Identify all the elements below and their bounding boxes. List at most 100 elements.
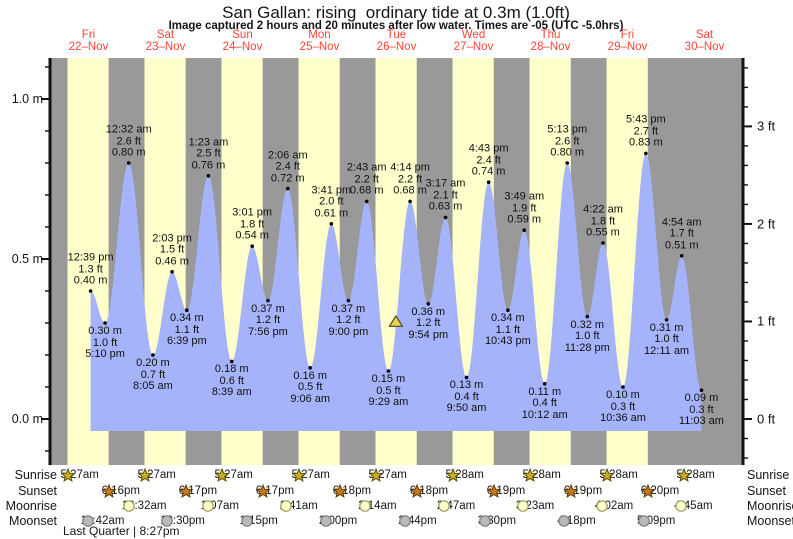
moonset-circle-icon bbox=[638, 515, 650, 527]
moonset-entry: 5:09pm bbox=[637, 514, 675, 528]
y-axis-label-ft: 0 ft bbox=[757, 411, 776, 427]
sunset-entry: 6:17pm bbox=[255, 484, 294, 498]
moon-phase-footer: Last Quarter | 8:27pm bbox=[63, 524, 180, 538]
sunrise-star-icon bbox=[368, 468, 383, 482]
tide-event-line: 0.68 m bbox=[393, 184, 427, 197]
day-label: Wed 27–Nov bbox=[454, 29, 494, 53]
tide-event-label: 2:06 am 2.4 ft 0.72 m bbox=[268, 150, 308, 185]
tide-event-label: 5:13 pm 2.6 ft 0.80 m bbox=[547, 124, 587, 160]
tide-event-line: 0.37 m bbox=[331, 302, 366, 315]
tide-point-dot bbox=[426, 302, 431, 306]
day-name: Fri bbox=[620, 29, 635, 41]
day-date: 28–Nov bbox=[530, 41, 571, 53]
tide-event-line: 1.0 ft bbox=[654, 333, 679, 346]
tide-event-label: 3:41 pm 2.0 ft 0.61 m bbox=[311, 185, 351, 220]
tide-event-line: 8:05 am bbox=[133, 380, 173, 392]
tide-event-line: 12:32 am bbox=[105, 123, 152, 136]
moonset-entry: 4:18pm bbox=[557, 514, 595, 528]
tide-event-line: 9:54 pm bbox=[408, 328, 449, 341]
moonset-circle-icon bbox=[638, 515, 650, 527]
moonset-circle-icon bbox=[240, 515, 253, 527]
moonrise-circle-icon bbox=[675, 500, 687, 512]
tide-point-dot bbox=[621, 385, 625, 389]
tide-point-dot bbox=[103, 321, 107, 325]
sunrise-entry: 5:27am bbox=[137, 468, 176, 482]
tide-event-line: 1.7 ft bbox=[669, 227, 694, 240]
sunrise-entry: 5:28am bbox=[445, 468, 484, 482]
moonset-circle-icon bbox=[320, 515, 332, 527]
tide-point-dot bbox=[151, 353, 155, 357]
tide-event-label: 0.34 m 1.1 ft 6:39 pm bbox=[167, 313, 207, 348]
sunrise-entry: 5:28am bbox=[599, 468, 638, 482]
day-name: Mon bbox=[308, 29, 331, 41]
tide-event-label: 0.34 m 1.1 ft 10:43 pm bbox=[485, 313, 531, 348]
moonset-circle-icon bbox=[558, 515, 571, 527]
tide-point-dot bbox=[464, 375, 469, 380]
moonset-entry: 2:00pm bbox=[319, 514, 357, 528]
moonrise-circle-icon bbox=[596, 500, 608, 512]
tide-event-label: 3:01 pm 1.8 ft 0.54 m bbox=[232, 207, 272, 243]
moonset-circle-icon bbox=[81, 515, 94, 527]
sunset-entry: 6:16pm bbox=[101, 484, 140, 498]
day-label: Sat 23–Nov bbox=[146, 29, 186, 53]
tide-event-line: 0.34 m bbox=[491, 312, 525, 325]
tide-event-label: 0.18 m 0.6 ft 8:39 am bbox=[212, 364, 252, 399]
tide-event-line: 1.0 ft bbox=[92, 336, 118, 349]
tide-event-line: 2.4 ft bbox=[476, 154, 501, 167]
tide-event-line: 4:22 am bbox=[583, 203, 623, 216]
sunset-star-icon bbox=[640, 484, 655, 498]
tide-event-line: 1.9 ft bbox=[512, 202, 537, 215]
tide-event-line: 0.40 m bbox=[73, 274, 108, 287]
tide-event-line: 0.5 ft bbox=[297, 381, 323, 394]
tide-event-line: 2.2 ft bbox=[397, 173, 423, 186]
y-axis-label-ft: 3 ft bbox=[757, 118, 776, 134]
tide-event-line: 2.7 ft bbox=[633, 125, 659, 138]
tide-event-line: 0.20 m bbox=[136, 357, 170, 369]
sunrise-entry: 5:27am bbox=[368, 468, 407, 482]
tide-event-line: 3:17 am bbox=[425, 177, 466, 190]
sunrise-entry: 5:27am bbox=[214, 468, 253, 482]
sunrise-entry: 5:27am bbox=[60, 468, 99, 482]
moonrise-entry: 2:47am bbox=[437, 499, 475, 513]
tide-event-label: 0.31 m 1.0 ft 12:11 am bbox=[644, 321, 689, 358]
sunset-star-icon bbox=[255, 484, 270, 498]
tide-event-label: 4:54 am 1.7 ft 0.51 m bbox=[662, 217, 702, 252]
moonset-circle-icon bbox=[558, 515, 571, 527]
sunrise-star-icon bbox=[599, 468, 614, 482]
tide-event-label: 4:43 pm 2.4 ft 0.74 m bbox=[469, 143, 509, 179]
sunset-star-icon bbox=[409, 484, 424, 498]
tide-point-dot bbox=[206, 174, 211, 178]
moonrise-circle-icon bbox=[280, 500, 293, 512]
tide-event-line: 10:43 pm bbox=[484, 335, 531, 348]
tide-event-line: 0.61 m bbox=[314, 207, 349, 220]
astro-row-label-left: Moonrise bbox=[5, 499, 57, 513]
day-name: Sun bbox=[232, 29, 253, 41]
tide-event-label: 12:39 pm 1.3 ft 0.40 m bbox=[68, 252, 114, 288]
tide-event-line: 4:14 pm bbox=[390, 161, 430, 174]
tide-point-dot bbox=[644, 151, 648, 156]
tide-event-line: 0.31 m bbox=[649, 321, 684, 334]
sunset-star-icon bbox=[486, 484, 501, 498]
astro-row-label-left: Sunrise bbox=[14, 468, 57, 482]
y-axis-label-ft: 1 ft bbox=[757, 313, 776, 329]
moonset-circle-icon bbox=[478, 515, 491, 527]
tide-event-line: 0.55 m bbox=[586, 226, 620, 239]
tide-event-line: 0.68 m bbox=[349, 184, 384, 197]
tide-event-line: 2.1 ft bbox=[433, 189, 458, 202]
tide-point-dot bbox=[126, 161, 131, 165]
astro-row-label-right: Moonrise bbox=[747, 499, 793, 513]
sunset-star-icon bbox=[409, 484, 424, 498]
tide-event-line: 0.51 m bbox=[664, 239, 699, 252]
tide-event-label: 0.10 m 0.3 ft 10:36 am bbox=[600, 389, 646, 425]
tide-event-line: 2:06 am bbox=[267, 149, 308, 162]
sunrise-star-icon bbox=[214, 468, 229, 482]
tide-event-line: 0.80 m bbox=[111, 146, 146, 159]
tide-event-line: 0.18 m bbox=[214, 363, 249, 376]
tide-event-line: 0.59 m bbox=[507, 213, 542, 226]
tide-point-dot bbox=[664, 318, 669, 322]
sunset-entry: 6:20pm bbox=[640, 484, 679, 498]
sunset-star-icon bbox=[486, 484, 501, 498]
tide-event-line: 0.83 m bbox=[629, 136, 663, 149]
tide-event-label: 0.36 m 1.2 ft 9:54 pm bbox=[408, 306, 449, 342]
tide-event-line: 9:29 am bbox=[368, 396, 409, 408]
